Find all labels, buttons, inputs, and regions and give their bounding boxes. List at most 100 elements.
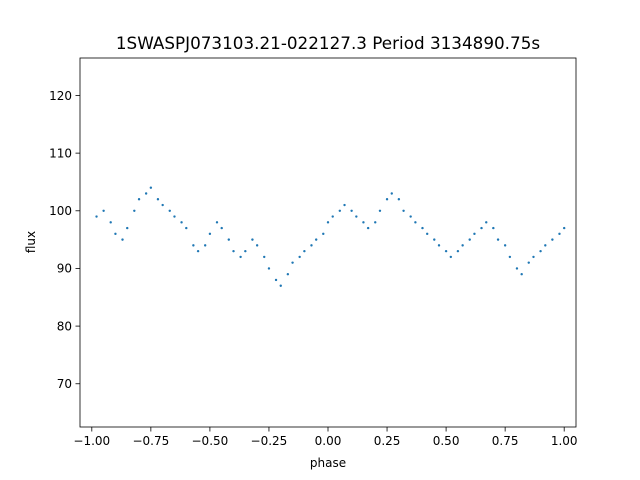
data-point bbox=[168, 209, 171, 212]
data-point bbox=[102, 209, 105, 212]
data-point bbox=[286, 273, 290, 276]
data-point bbox=[267, 267, 271, 270]
data-point bbox=[402, 209, 405, 212]
data-point bbox=[437, 244, 441, 247]
data-point bbox=[468, 238, 471, 241]
y-tick-label: 120 bbox=[49, 89, 72, 103]
data-point bbox=[274, 278, 278, 282]
data-point bbox=[149, 186, 153, 189]
data-point bbox=[503, 244, 507, 247]
data-point bbox=[109, 221, 112, 224]
data-point bbox=[203, 244, 207, 247]
data-point bbox=[374, 221, 377, 224]
data-points bbox=[95, 186, 566, 287]
x-tick-label: 0.00 bbox=[315, 434, 342, 448]
y-tick-label: 80 bbox=[57, 319, 72, 333]
data-point bbox=[343, 203, 346, 207]
x-tick-label: −0.25 bbox=[251, 434, 288, 448]
data-point bbox=[473, 232, 476, 236]
data-point bbox=[366, 226, 370, 230]
data-point bbox=[350, 209, 353, 212]
data-point bbox=[121, 238, 124, 241]
x-tick-label: −0.75 bbox=[132, 434, 169, 448]
data-point bbox=[508, 255, 512, 259]
data-point bbox=[378, 209, 382, 212]
x-axis-ticks: −1.00 −0.75 −0.50 −0.25 0.00 0.25 0.50 0.75 1.00 bbox=[73, 427, 578, 448]
data-point bbox=[539, 249, 542, 253]
chart-title: 1SWASPJ073103.21-022127.3 Period 3134890… bbox=[116, 33, 540, 53]
data-point bbox=[355, 215, 358, 218]
data-point bbox=[426, 232, 429, 236]
data-point bbox=[232, 249, 235, 253]
data-point bbox=[161, 203, 164, 207]
data-point bbox=[263, 255, 266, 259]
data-point bbox=[558, 232, 561, 236]
data-point bbox=[338, 209, 342, 212]
data-point bbox=[456, 249, 460, 253]
data-point bbox=[303, 249, 306, 253]
data-point bbox=[532, 255, 535, 259]
data-point bbox=[562, 226, 566, 230]
data-point bbox=[544, 244, 547, 247]
data-point bbox=[251, 238, 254, 241]
data-point bbox=[192, 244, 195, 247]
data-point bbox=[137, 198, 141, 201]
y-axis-label: flux bbox=[24, 231, 38, 253]
data-point bbox=[421, 226, 424, 230]
data-point bbox=[527, 261, 530, 264]
y-tick-label: 100 bbox=[49, 204, 72, 218]
data-point bbox=[156, 198, 160, 201]
x-axis-label: phase bbox=[310, 456, 346, 470]
x-tick-label: −0.50 bbox=[192, 434, 229, 448]
data-point bbox=[331, 215, 334, 218]
y-tick-label: 70 bbox=[57, 377, 72, 391]
data-point bbox=[520, 273, 523, 276]
data-point bbox=[133, 209, 136, 212]
data-point bbox=[449, 255, 453, 259]
data-point bbox=[185, 226, 188, 230]
data-point bbox=[480, 226, 483, 230]
data-point bbox=[362, 221, 365, 224]
data-point bbox=[196, 249, 200, 253]
data-point bbox=[310, 244, 313, 247]
data-point bbox=[485, 221, 488, 224]
x-tick-label: 0.75 bbox=[492, 434, 519, 448]
data-point bbox=[220, 226, 223, 230]
data-point bbox=[255, 244, 259, 247]
data-point bbox=[215, 221, 219, 224]
data-point bbox=[298, 255, 301, 259]
data-point bbox=[126, 226, 129, 230]
data-point bbox=[208, 232, 212, 236]
y-tick-label: 90 bbox=[57, 262, 72, 276]
data-point bbox=[444, 249, 448, 253]
x-tick-label: 0.25 bbox=[374, 434, 401, 448]
data-point bbox=[397, 198, 401, 201]
data-point bbox=[409, 215, 412, 218]
data-point bbox=[180, 221, 183, 224]
data-point bbox=[95, 215, 98, 218]
data-point bbox=[227, 238, 230, 241]
data-point bbox=[492, 226, 495, 230]
data-point bbox=[239, 255, 242, 259]
data-point bbox=[314, 238, 318, 241]
data-point bbox=[515, 267, 519, 270]
y-axis-ticks: 70 80 90 100 110 120 bbox=[49, 89, 80, 391]
data-point bbox=[326, 221, 330, 224]
data-point bbox=[461, 244, 464, 247]
y-tick-label: 110 bbox=[49, 146, 72, 160]
data-point bbox=[291, 261, 294, 264]
data-point bbox=[390, 192, 393, 195]
data-point bbox=[244, 249, 247, 253]
data-point bbox=[173, 215, 176, 218]
x-tick-label: −1.00 bbox=[73, 434, 110, 448]
x-tick-label: 1.00 bbox=[551, 434, 578, 448]
data-point bbox=[551, 238, 554, 241]
data-point bbox=[496, 238, 500, 241]
data-point bbox=[322, 232, 325, 236]
data-point bbox=[385, 198, 389, 201]
data-point bbox=[279, 284, 282, 287]
data-point bbox=[114, 232, 117, 236]
x-tick-label: 0.50 bbox=[433, 434, 460, 448]
